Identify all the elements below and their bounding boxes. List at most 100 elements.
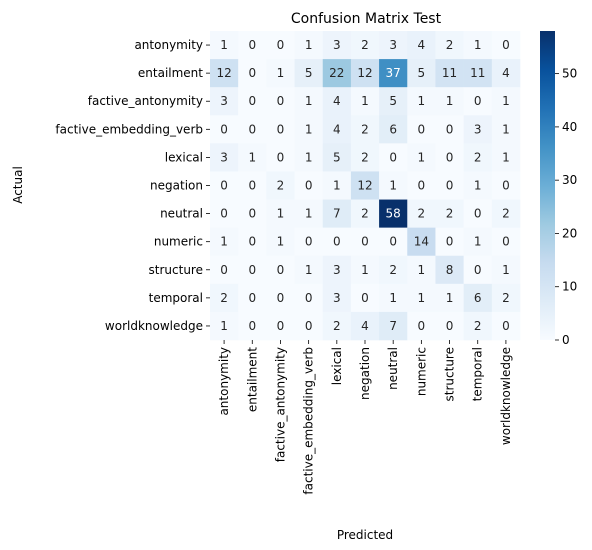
cell-value-label: 0 xyxy=(418,319,426,333)
heatmap-cell xyxy=(491,59,521,88)
x-tick-label: factive_antonymity xyxy=(273,347,287,462)
cell-value-label: 2 xyxy=(361,122,369,136)
cell-value-label: 0 xyxy=(502,319,510,333)
cell-value-label: 2 xyxy=(446,38,454,52)
x-tick-label: antonymity xyxy=(217,347,231,416)
cell-value-label: 0 xyxy=(446,319,454,333)
cell-value-label: 12 xyxy=(216,66,231,80)
y-tick-label: structure xyxy=(149,263,203,277)
x-tick-label: structure xyxy=(443,347,457,401)
heatmap-cell xyxy=(491,143,521,172)
cell-value-label: 0 xyxy=(220,263,228,277)
cell-value-label: 1 xyxy=(305,263,313,277)
colorbar-tick-label: 50 xyxy=(562,67,577,81)
heatmap-cell xyxy=(463,87,493,116)
cell-value-label: 1 xyxy=(248,150,256,164)
cell-value-label: 5 xyxy=(333,150,341,164)
x-tick-label: neutral xyxy=(386,347,400,390)
heatmap-cell xyxy=(266,143,295,172)
heatmap-cell xyxy=(266,227,295,257)
cell-value-label: 1 xyxy=(446,291,454,305)
cell-value-label: 4 xyxy=(333,94,341,108)
heatmap-cell xyxy=(210,87,239,116)
heatmap-cell xyxy=(266,171,295,200)
cell-value-label: 1 xyxy=(502,122,510,136)
cell-value-label: 0 xyxy=(446,179,454,193)
cell-value-label: 14 xyxy=(414,235,429,249)
cell-value-label: 2 xyxy=(418,207,426,221)
heatmap-cell xyxy=(350,171,380,200)
cell-value-label: 1 xyxy=(389,291,397,305)
heatmap-cell xyxy=(463,255,493,285)
heatmap-cell xyxy=(238,227,267,257)
cell-value-label: 0 xyxy=(248,207,256,221)
heatmap-cell xyxy=(491,115,521,144)
cell-value-label: 1 xyxy=(333,179,341,193)
heatmap-cell xyxy=(238,171,267,200)
heatmap-cell xyxy=(238,255,267,285)
x-tick-label: negation xyxy=(358,347,372,400)
cell-value-label: 1 xyxy=(361,263,369,277)
cell-value-label: 0 xyxy=(305,291,313,305)
cell-value-label: 1 xyxy=(277,207,285,221)
heatmap-cell xyxy=(435,199,464,228)
cell-value-label: 2 xyxy=(502,207,510,221)
cell-value-label: 0 xyxy=(389,235,397,249)
cell-value-label: 1 xyxy=(305,150,313,164)
cell-value-label: 22 xyxy=(329,66,344,80)
cell-value-label: 1 xyxy=(474,179,482,193)
heatmap-cell xyxy=(407,87,436,116)
y-tick-label: worldknowledge xyxy=(105,319,203,333)
cell-value-label: 0 xyxy=(418,122,426,136)
x-tick-label: entailment xyxy=(245,347,259,412)
heatmap-cell xyxy=(435,171,464,200)
heatmap-cell xyxy=(322,87,352,116)
cell-value-label: 1 xyxy=(418,263,426,277)
cell-value-label: 2 xyxy=(333,319,341,333)
cell-value-label: 11 xyxy=(470,66,485,80)
y-tick-label: factive_antonymity xyxy=(88,94,203,108)
cell-value-label: 3 xyxy=(333,291,341,305)
cell-value-label: 12 xyxy=(357,179,372,193)
cell-value-label: 2 xyxy=(474,150,482,164)
colorbar-tick-label: 30 xyxy=(562,173,577,187)
x-axis-ticks: antonymity entailment factive_antonymity fa… xyxy=(217,340,513,495)
cell-value-label: 0 xyxy=(220,179,228,193)
heatmap-cell xyxy=(407,283,436,313)
cell-value-label: 8 xyxy=(446,263,454,277)
heatmap-cell xyxy=(463,59,493,88)
cell-value-label: 0 xyxy=(277,319,285,333)
heatmap-cell xyxy=(435,59,464,88)
cell-value-label: 1 xyxy=(277,235,285,249)
cell-value-label: 2 xyxy=(389,263,397,277)
heatmap-cell xyxy=(294,227,324,257)
heatmap-cell xyxy=(350,31,380,60)
cell-value-label: 0 xyxy=(446,122,454,136)
heatmap-cell xyxy=(379,115,408,144)
cell-value-label: 0 xyxy=(474,263,482,277)
cell-value-label: 3 xyxy=(474,122,482,136)
heatmap-cell xyxy=(491,311,521,341)
cell-value-label: 0 xyxy=(277,263,285,277)
heatmap-cell xyxy=(210,143,239,172)
heatmap-cell xyxy=(238,115,267,144)
cell-value-label: 1 xyxy=(418,291,426,305)
heatmap-cell xyxy=(322,143,352,172)
heatmap-cell xyxy=(379,59,408,88)
heatmap-cell xyxy=(210,199,239,228)
heatmap-cell xyxy=(210,283,239,313)
y-tick-label: antonymity xyxy=(134,38,203,52)
heatmap-cell xyxy=(407,31,436,60)
heatmap-cell xyxy=(463,171,493,200)
cell-value-label: 0 xyxy=(361,235,369,249)
cell-value-label: 7 xyxy=(389,319,397,333)
cell-value-label: 0 xyxy=(418,179,426,193)
cell-value-label: 0 xyxy=(277,150,285,164)
heatmap-cell xyxy=(379,143,408,172)
x-tick-label: temporal xyxy=(471,347,485,401)
heatmap-cell xyxy=(322,227,352,257)
cell-value-label: 1 xyxy=(446,94,454,108)
cell-value-label: 5 xyxy=(418,66,426,80)
heatmap-cell xyxy=(294,115,324,144)
